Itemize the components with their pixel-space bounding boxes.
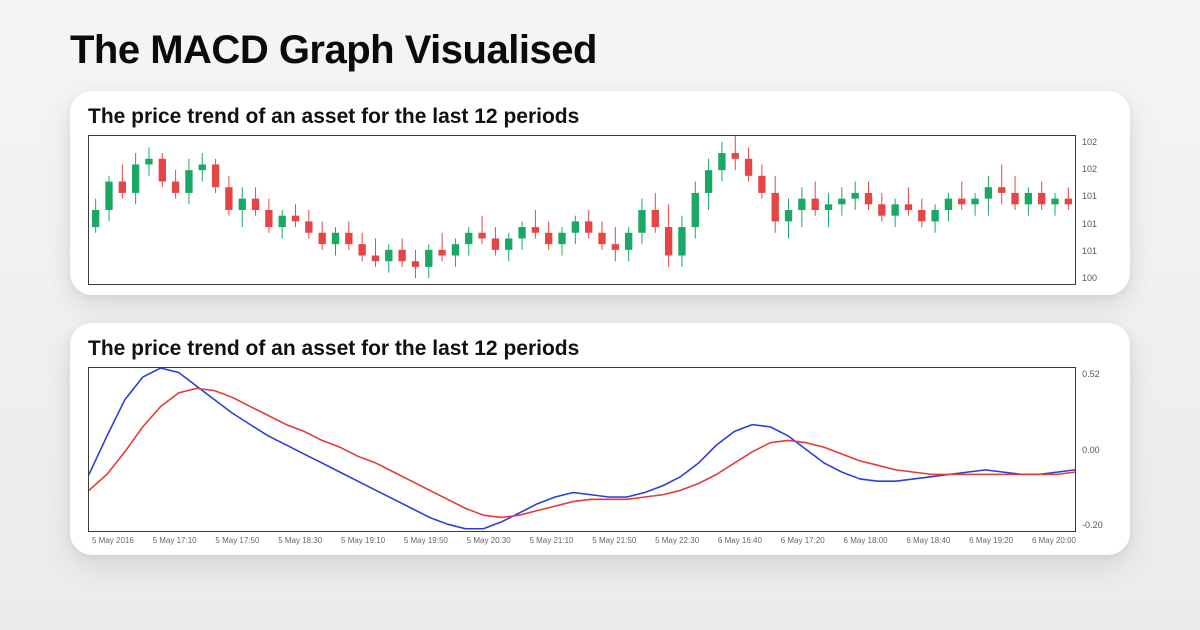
y-tick-label: 101 <box>1082 191 1112 201</box>
x-tick-label: 6 May 17:20 <box>781 536 825 545</box>
candlestick-chart <box>88 135 1076 285</box>
x-tick-label: 6 May 20:00 <box>1032 536 1076 545</box>
y-tick-label: 0.00 <box>1082 445 1112 455</box>
y-tick-label: 102 <box>1082 137 1112 147</box>
y-tick-label: 0.52 <box>1082 369 1112 379</box>
y-tick-label: -0.20 <box>1082 520 1112 530</box>
candlestick-card: The price trend of an asset for the last… <box>70 91 1130 295</box>
x-tick-label: 5 May 17:10 <box>153 536 197 545</box>
page-title: The MACD Graph Visualised <box>70 28 1130 73</box>
macd-card: The price trend of an asset for the last… <box>70 323 1130 555</box>
y-tick-label: 100 <box>1082 273 1112 283</box>
macd-y-axis: 0.52 0.00 -0.20 <box>1076 367 1112 532</box>
x-tick-label: 6 May 16:40 <box>718 536 762 545</box>
macd-x-axis: 5 May 2016 5 May 17:10 5 May 17:50 5 May 18… <box>88 532 1112 545</box>
x-tick-label: 5 May 21:50 <box>592 536 636 545</box>
x-tick-label: 5 May 22:30 <box>655 536 699 545</box>
macd-title: The price trend of an asset for the last… <box>88 337 1112 361</box>
y-tick-label: 102 <box>1082 164 1112 174</box>
x-tick-label: 5 May 19:50 <box>404 536 448 545</box>
x-tick-label: 5 May 20:30 <box>467 536 511 545</box>
macd-chart <box>88 367 1076 532</box>
y-tick-label: 101 <box>1082 219 1112 229</box>
x-tick-label: 5 May 2016 <box>92 536 134 545</box>
x-tick-label: 6 May 18:00 <box>844 536 888 545</box>
x-tick-label: 5 May 18:30 <box>278 536 322 545</box>
x-tick-label: 5 May 19:10 <box>341 536 385 545</box>
x-tick-label: 6 May 19:20 <box>969 536 1013 545</box>
x-tick-label: 5 May 21:10 <box>529 536 573 545</box>
x-tick-label: 6 May 18:40 <box>906 536 950 545</box>
candlestick-title: The price trend of an asset for the last… <box>88 105 1112 129</box>
candlestick-y-axis: 102 102 101 101 101 100 <box>1076 135 1112 285</box>
x-tick-label: 5 May 17:50 <box>215 536 259 545</box>
y-tick-label: 101 <box>1082 246 1112 256</box>
